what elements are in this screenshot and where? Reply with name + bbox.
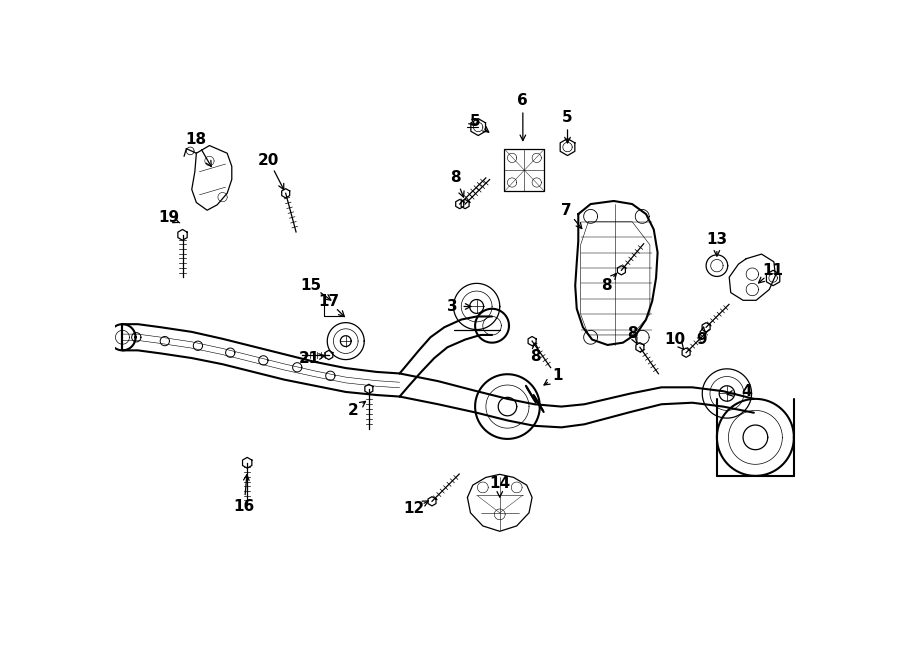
Text: 18: 18 — [185, 132, 206, 147]
Text: 15: 15 — [301, 278, 321, 293]
Text: 21: 21 — [299, 350, 320, 366]
Text: 2: 2 — [348, 403, 359, 418]
Text: 3: 3 — [446, 299, 457, 314]
Text: 9: 9 — [697, 332, 706, 347]
Text: 1: 1 — [553, 368, 562, 383]
Text: 8: 8 — [451, 171, 461, 185]
Text: 11: 11 — [762, 263, 784, 278]
Text: 5: 5 — [562, 110, 572, 126]
Text: 14: 14 — [490, 476, 510, 491]
Text: 8: 8 — [530, 349, 541, 364]
Text: 4: 4 — [741, 383, 751, 399]
Text: 7: 7 — [562, 203, 572, 217]
Text: 16: 16 — [233, 499, 255, 514]
Text: 8: 8 — [627, 326, 637, 341]
Text: 5: 5 — [470, 114, 481, 129]
Text: 12: 12 — [403, 502, 424, 516]
Text: 6: 6 — [518, 93, 528, 108]
Text: 13: 13 — [706, 232, 727, 247]
Bar — [504, 149, 544, 191]
Text: 8: 8 — [600, 278, 611, 293]
Text: 20: 20 — [258, 153, 279, 168]
Text: 10: 10 — [665, 332, 686, 347]
Text: 17: 17 — [319, 293, 339, 309]
Text: 19: 19 — [158, 210, 179, 225]
